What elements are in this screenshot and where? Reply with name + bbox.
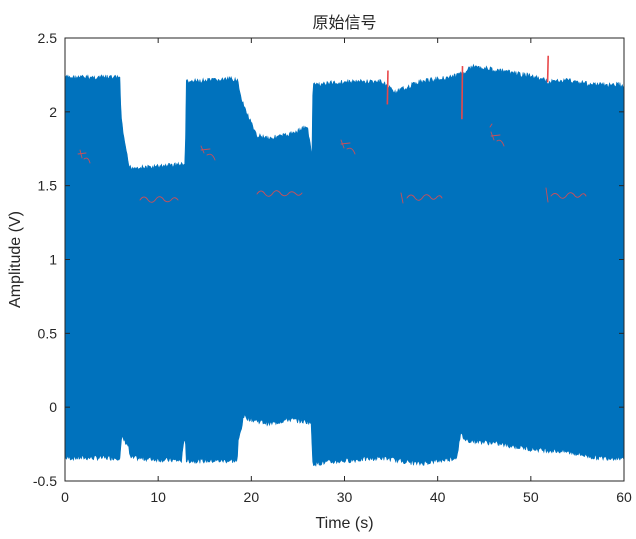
handwritten-mark	[545, 187, 587, 203]
y-tick-label: 0	[49, 399, 57, 415]
y-tick-label: 1.5	[38, 178, 58, 194]
spike-layer	[386, 55, 550, 120]
y-tick-label: 0.5	[38, 325, 58, 341]
x-tick-label: 0	[61, 489, 69, 505]
x-tick-label: 60	[616, 489, 632, 505]
handwritten-mark	[489, 123, 505, 147]
y-axis-label: Amplitude (V)	[7, 211, 24, 308]
x-axis: 0 10 20 30 40 50 60	[61, 38, 632, 505]
handwritten-annotations	[77, 123, 587, 204]
x-tick-label: 50	[523, 489, 539, 505]
spike-mark	[461, 66, 464, 120]
x-tick-label: 30	[337, 489, 353, 505]
handwritten-mark	[139, 196, 179, 203]
y-axis: -0.5 0 0.5 1 1.5 2 2.5	[33, 30, 624, 489]
handwritten-mark	[77, 149, 91, 164]
handwritten-mark	[200, 145, 216, 161]
x-tick-label: 20	[244, 489, 260, 505]
x-tick-label: 40	[430, 489, 446, 505]
handwritten-mark	[256, 190, 303, 197]
handwritten-mark	[400, 192, 443, 204]
y-tick-label: 2	[49, 104, 57, 120]
handwritten-mark	[340, 139, 356, 155]
chart-title: 原始信号	[312, 13, 376, 32]
y-tick-label: -0.5	[33, 473, 57, 489]
spike-mark	[546, 55, 550, 83]
y-tick-label: 2.5	[38, 30, 58, 46]
spike-mark	[386, 70, 389, 105]
y-tick-label: 1	[49, 252, 57, 268]
x-tick-label: 10	[150, 489, 166, 505]
x-axis-label: Time (s)	[315, 515, 373, 532]
